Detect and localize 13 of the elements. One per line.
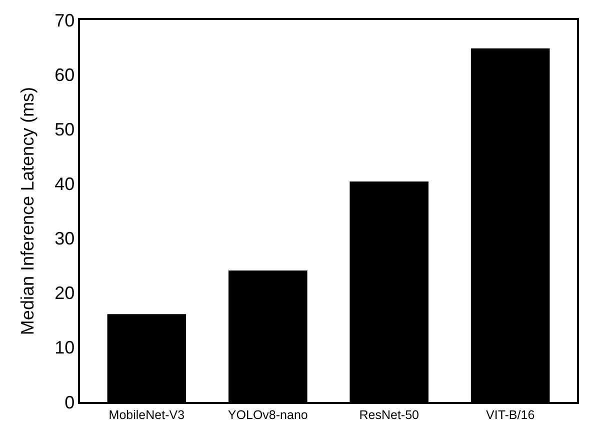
y-tick-label: 40 bbox=[54, 174, 75, 194]
y-tick-label: 60 bbox=[54, 64, 75, 85]
x-tick-label: MobileNet-V3 bbox=[108, 408, 185, 422]
y-tick-label: 20 bbox=[54, 283, 75, 304]
x-tick-label: ResNet-50 bbox=[359, 408, 420, 422]
y-tick-label: 30 bbox=[54, 228, 75, 249]
y-axis-title: Median Inference Latency (ms) bbox=[18, 86, 38, 336]
x-tick-label: VIT-B/16 bbox=[486, 408, 535, 422]
y-tick-label: 50 bbox=[54, 119, 75, 140]
x-tick-label: YOLOv8-nano bbox=[228, 408, 308, 422]
y-tick-label: 0 bbox=[64, 392, 75, 412]
y-tick-label: 10 bbox=[54, 338, 75, 358]
y-tick-label: 70 bbox=[54, 10, 75, 30]
